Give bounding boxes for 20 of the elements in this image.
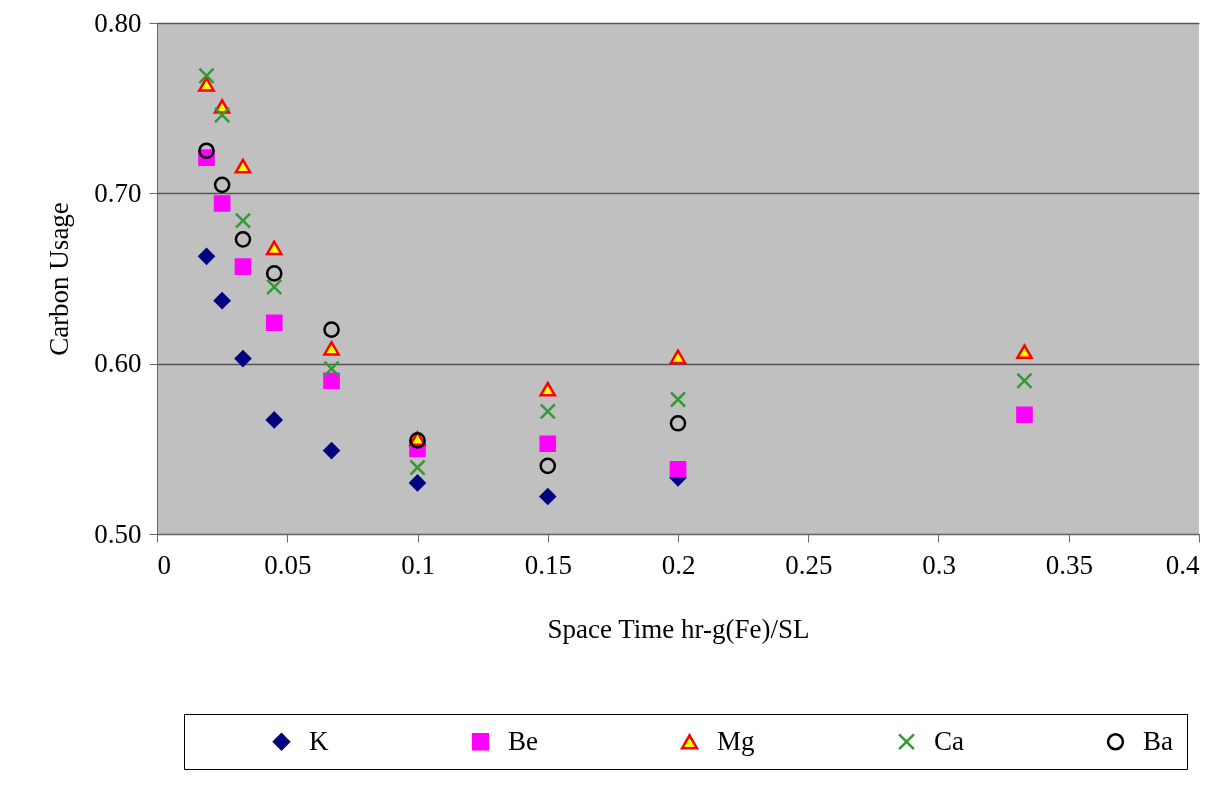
x-tick-label: 0.15 (524, 549, 572, 580)
x-tick-label: 0.3 (922, 549, 956, 580)
y-tick-label: 0.80 (94, 7, 142, 38)
legend-label: Be (508, 725, 539, 756)
legend-label: Ca (934, 725, 965, 756)
y-axis-title: Carbon Usage (44, 202, 75, 356)
x-tick-label: 0.05 (264, 549, 312, 580)
y-tick-label: 0.60 (94, 348, 142, 379)
y-tick-label: 0.50 (94, 518, 142, 549)
legend-label: Mg (717, 725, 755, 756)
x-axis-title: Space Time hr-g(Fe)/SL (547, 613, 810, 644)
x-tick-label: 0.35 (1045, 549, 1093, 580)
y-tick-label: 0.70 (94, 177, 142, 208)
x-tick-label: 0.25 (785, 549, 833, 580)
x-tick-label: 0.1 (401, 549, 435, 580)
legend-label: K (309, 725, 329, 756)
x-tick-label: 0 (157, 549, 171, 580)
x-tick-label: 0.4 (1165, 549, 1200, 580)
x-tick-label: 0.2 (661, 549, 696, 580)
legend-label: Ba (1143, 725, 1174, 756)
